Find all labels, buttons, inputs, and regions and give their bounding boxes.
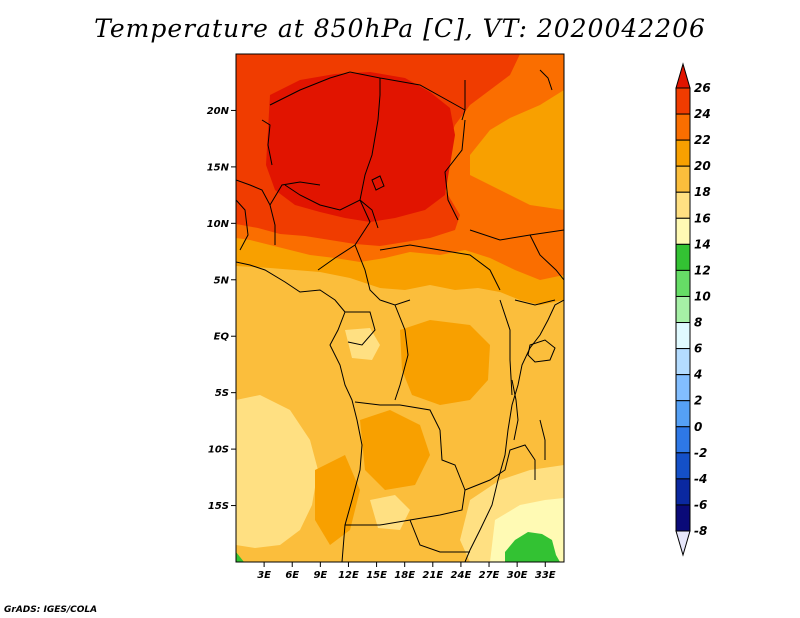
colorbar-swatch [675,478,691,506]
border-niger-chad [359,78,381,229]
colorbar-swatch [675,113,691,141]
colorbar-level-label: 10 [694,289,711,303]
colorbar-level-label: 14 [694,237,711,251]
colorbar-level-label: 12 [694,263,711,277]
field-band-26-plus [266,72,455,222]
lat-tick-label: 10N [207,219,230,230]
colorbar-swatch [675,217,691,245]
lon-tick-label: 12E [338,570,359,581]
colorbar-level-label: -8 [694,524,707,538]
border-uganda-kenya [514,299,556,306]
lat-tick-label: 10S [208,445,229,456]
colorbar-swatch [675,504,691,532]
latitude-axis: 20N 15N 10N 5N EQ 5S 10S 15S [207,106,236,512]
border-algeria-niger [269,71,466,111]
lon-tick-label: 21E [422,570,443,581]
lon-tick-label: 27E [479,570,500,581]
border-zambia [464,444,536,491]
lat-tick-label: 5S [215,388,229,399]
border-cameroon [354,244,411,306]
lon-tick-label: 18E [394,570,415,581]
lon-tick-label: 30E [507,570,528,581]
colorbar-swatch [675,400,691,428]
colorbar-level-label: 18 [694,185,711,199]
lon-tick-label: 15E [366,570,387,581]
temperature-field [236,54,564,562]
lake-malawi [539,419,546,460]
colorbar-swatch [675,191,691,219]
colorbar-top-arrow [675,62,691,89]
longitude-axis: 3E 6E 9E 12E 15E 18E 21E 24E 27E 30E 33E [257,562,556,581]
coastline-east-africa [464,299,564,562]
colorbar-level-label: -4 [694,472,707,486]
border-sudan-ssudan [469,229,564,241]
map-boundaries [236,69,564,562]
lon-tick-label: 6E [285,570,299,581]
lat-tick-label: 15S [208,501,229,512]
field-patch-angola [360,410,430,490]
colorbar-swatch [675,426,691,454]
field-patch-southwest-coast [315,455,360,545]
colorbar-swatch [675,243,691,271]
lon-tick-label: 9E [313,570,327,581]
colorbar-level-label: 24 [694,107,711,121]
colorbar-level-label: 6 [694,342,702,356]
colorbar-level-label: 22 [694,133,711,147]
lon-tick-label: 24E [451,570,472,581]
lat-tick-label: 5N [214,275,230,286]
field-band-12-14-southeast [505,532,560,562]
lake-victoria [527,339,556,363]
lon-tick-label: 3E [257,570,271,581]
coastline-west-africa [236,261,363,562]
colorbar-swatch [675,139,691,167]
border-benin-togo [269,204,276,245]
border-namibia [409,519,470,553]
field-band-16-18-southwest [236,395,318,548]
colorbar-swatch [675,165,691,193]
field-patch-central-congo [400,320,490,405]
colorbar-swatch [675,295,691,324]
colorbar-swatch [675,269,691,297]
lat-tick-label: EQ [214,332,230,343]
border-car [379,244,501,291]
colorbar-swatch [675,452,691,480]
colorbar-level-label: -2 [694,446,707,460]
colorbar-level-label: 16 [694,211,711,225]
lat-tick-label: 20N [207,106,230,117]
colorbar-swatch [675,374,691,402]
colorbar-level-label: 0 [694,420,702,434]
colorbar-level-label: 8 [694,316,702,330]
border-congo-drc [394,304,409,401]
colorbar-level-label: -6 [694,498,707,512]
colorbar-swatch [675,348,691,376]
colorbar-bottom-arrow [675,530,691,557]
border-gabon [345,311,376,346]
border-drc-east [499,299,513,396]
border-ethiopia [529,234,564,281]
colorbar-swatch [675,322,691,350]
colorbar-level-label: 2 [694,394,702,408]
map-frame [235,53,565,563]
colorbar-level-label: 26 [694,81,711,95]
colorbar-level-label: 4 [693,368,702,382]
border-angola-north [354,401,441,431]
grads-credit: GrADS: IGES/COLA [4,605,98,615]
border-mali [261,119,273,166]
colorbar-level-label: 20 [694,159,711,173]
border-ivory-coast [236,199,249,251]
field-band-12-14-southwest [236,552,244,562]
colorbar-swatch [675,87,691,115]
lat-tick-label: 15N [207,162,230,173]
lake-chad [371,175,385,191]
lon-tick-label: 33E [535,570,556,581]
border-angola-south [345,519,411,526]
red-sea-coast [539,69,553,91]
border-chad-sudan [444,119,466,221]
lake-tanganyika [511,379,519,441]
chart-title: Temperature at 850hPa [C], VT: 202004220… [94,14,706,43]
border-nigeria-south [284,184,371,271]
